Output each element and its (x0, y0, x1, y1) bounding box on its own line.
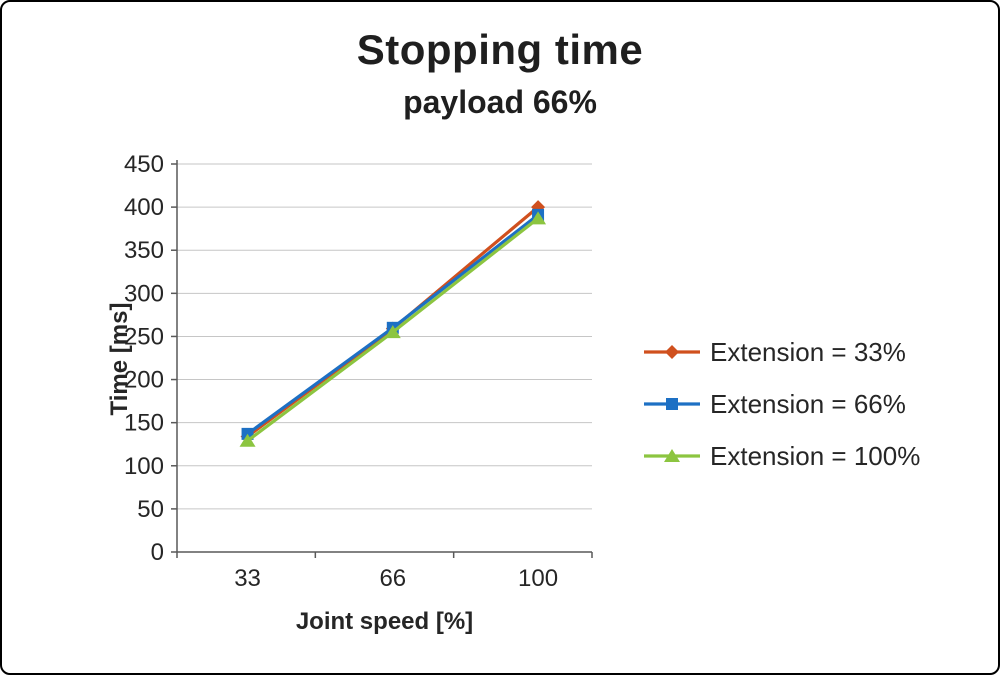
legend-item: Extension = 33% (644, 334, 920, 370)
triangle-marker (239, 433, 256, 447)
legend-label: Extension = 66% (710, 388, 906, 419)
series-extension-66- (241, 208, 545, 440)
y-tick-label: 250 (124, 323, 164, 350)
x-tick-label: 66 (379, 565, 406, 592)
y-tick-label: 0 (151, 539, 164, 566)
square-marker (666, 398, 678, 410)
triangle-marker (384, 325, 401, 339)
y-tick-label: 400 (124, 194, 164, 221)
y-tick-label: 200 (124, 367, 164, 394)
x-tick-label: 33 (234, 565, 261, 592)
x-axis-title: Joint speed [%] (295, 608, 474, 635)
y-tick-label: 50 (137, 496, 164, 523)
legend-sample-square-icon (644, 398, 700, 410)
chart-title: Stopping time (356, 26, 644, 73)
y-tick-label: 350 (124, 237, 164, 264)
y-axis-title: Time [ms] (106, 302, 133, 416)
y-tick-label: 100 (124, 453, 164, 480)
series-extension-100- (239, 211, 547, 447)
legend-label: Extension = 33% (710, 336, 906, 367)
triangle-marker (664, 449, 680, 462)
y-tick-label: 150 (124, 410, 164, 437)
chart-subtitle: payload 66% (403, 84, 597, 120)
legend-item: Extension = 100% (644, 438, 920, 474)
chart-legend: Extension = 33% Extension = 66% Extension … (644, 334, 920, 474)
legend-item: Extension = 66% (644, 386, 920, 422)
x-tick-label: 100 (518, 565, 558, 592)
legend-sample-triangle-icon (644, 449, 700, 462)
triangle-marker (530, 211, 547, 225)
legend-label: Extension = 100% (710, 440, 921, 471)
y-tick-label: 450 (124, 151, 164, 178)
legend-sample-diamond-icon (644, 345, 700, 359)
y-tick-label: 300 (124, 280, 164, 307)
diamond-marker (665, 345, 679, 359)
